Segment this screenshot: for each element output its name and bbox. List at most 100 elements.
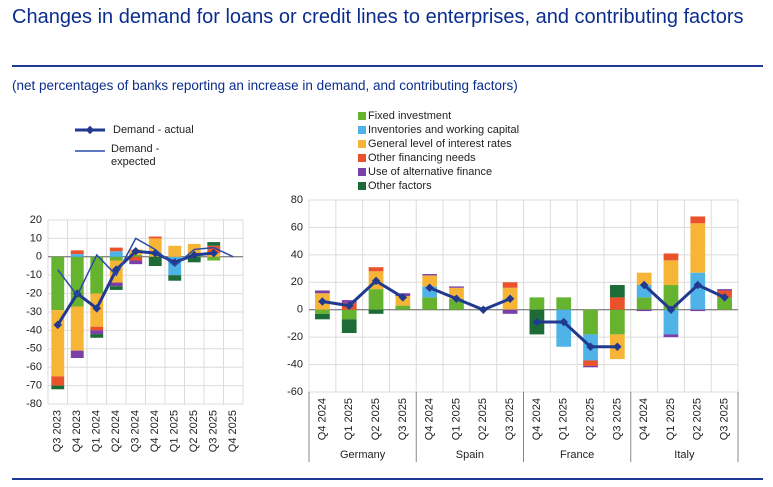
line-marker — [505, 294, 515, 303]
x-tick-label: Q4 2024 — [531, 398, 543, 440]
x-tick-label: Q1 2025 — [450, 398, 462, 440]
bar-segment — [315, 313, 330, 320]
bar-segment — [663, 334, 679, 338]
y-tick-label: -30 — [26, 306, 42, 318]
y-tick-label: -80 — [26, 398, 42, 410]
bar-segment — [636, 309, 652, 312]
line-marker — [452, 294, 461, 303]
line-marker — [131, 247, 140, 256]
bar-segment — [315, 309, 330, 314]
bar-segment — [109, 247, 123, 252]
bar-segment — [609, 285, 625, 298]
line-series — [643, 283, 726, 312]
bar-segment — [449, 287, 464, 299]
bar-segment — [168, 245, 182, 257]
bar-segment — [663, 309, 679, 335]
bar-segment — [148, 256, 162, 266]
y-tick-label: 20 — [30, 214, 42, 226]
bar-segment — [556, 297, 572, 310]
legend-marker — [85, 125, 95, 135]
group-label: Spain — [456, 449, 484, 461]
legend-swatch — [358, 182, 366, 190]
line-marker — [398, 293, 408, 302]
x-tick-label: Q4 2024 — [316, 398, 328, 440]
line-marker — [318, 297, 327, 306]
x-tick-label: Q3 2024 — [130, 410, 142, 452]
x-tick-label: Q2 2025 — [477, 398, 489, 440]
bar-segment — [449, 286, 464, 288]
y-tick-label: 10 — [30, 232, 42, 244]
bar-segment — [663, 253, 679, 261]
y-tick-label: -40 — [287, 358, 303, 370]
bar-segment — [109, 282, 123, 287]
bar-segment — [109, 251, 123, 257]
bar-segment — [207, 242, 221, 246]
x-tick-label: Q2 2025 — [584, 398, 596, 440]
y-tick-label: 60 — [291, 221, 303, 233]
x-tick-label: Q1 2025 — [665, 398, 677, 440]
line-marker — [559, 317, 568, 327]
x-tick-label: Q1 2025 — [169, 410, 181, 452]
x-tick-label: Q1 2025 — [558, 398, 570, 440]
x-tick-label: Q3 2025 — [504, 398, 516, 440]
group-label: France — [560, 449, 594, 461]
bar-segment — [341, 309, 357, 320]
y-tick-label: -60 — [287, 386, 303, 398]
x-tick-label: Q3 2025 — [208, 410, 220, 452]
line-marker — [666, 305, 676, 314]
legend-label: Demand - actual — [113, 124, 194, 136]
bar-segment — [129, 260, 143, 265]
bar-segment — [187, 256, 201, 263]
bar-segment — [690, 272, 706, 310]
legend-label: Demand - expected — [111, 143, 160, 168]
bar-segment — [109, 286, 123, 290]
bar-segment — [583, 360, 598, 366]
bar-segment — [51, 385, 65, 390]
x-tick-label: Q2 2025 — [188, 410, 200, 452]
y-tick-label: 20 — [291, 276, 303, 288]
bar-segment — [636, 272, 652, 286]
legend-label: General level of interest rates — [368, 138, 512, 150]
bar-segment — [315, 290, 330, 294]
legend-label: Fixed investment — [368, 110, 451, 122]
legend-label: Other financing needs — [368, 152, 476, 164]
line-marker — [371, 276, 381, 286]
chart-subtitle: (net percentages of banks reporting an i… — [12, 78, 518, 93]
y-tick-label: -50 — [26, 343, 42, 355]
bar-segment — [609, 309, 625, 335]
bar-segment — [636, 297, 652, 310]
group-label: Italy — [674, 449, 695, 461]
bar-segment — [368, 267, 384, 272]
y-tick-label: -10 — [26, 269, 42, 281]
bar-segment — [70, 254, 84, 257]
chart-title: Changes in demand for loans or credit li… — [12, 6, 744, 28]
bar-segment — [90, 330, 104, 335]
bar-segment — [717, 297, 732, 310]
x-tick-label: Q4 2024 — [149, 410, 161, 452]
bar-segment — [341, 319, 357, 334]
bar-segment — [529, 297, 545, 310]
bar-segment — [583, 309, 598, 335]
line-marker — [532, 317, 542, 327]
legend-label: Inventories and working capital — [368, 124, 519, 136]
bar-segment — [70, 250, 84, 255]
bottom-rule — [12, 478, 763, 480]
line-marker — [53, 320, 62, 330]
bar-segment — [129, 254, 143, 257]
bar-segment — [690, 223, 706, 273]
legend-swatch — [358, 126, 366, 134]
line-marker — [586, 342, 595, 351]
bar-segment — [690, 309, 706, 312]
bar-segment — [663, 285, 679, 310]
x-tick-label: Q2 2025 — [692, 398, 704, 440]
bar-segment — [690, 216, 706, 224]
y-tick-label: -40 — [26, 324, 42, 336]
line-marker — [344, 301, 354, 310]
bar-segment — [148, 236, 162, 239]
y-tick-label: -20 — [26, 288, 42, 300]
bar-segment — [129, 256, 143, 261]
bar-segment — [51, 376, 65, 386]
legend-label: Use of alternative finance — [368, 166, 492, 178]
bar-segment — [717, 289, 732, 291]
